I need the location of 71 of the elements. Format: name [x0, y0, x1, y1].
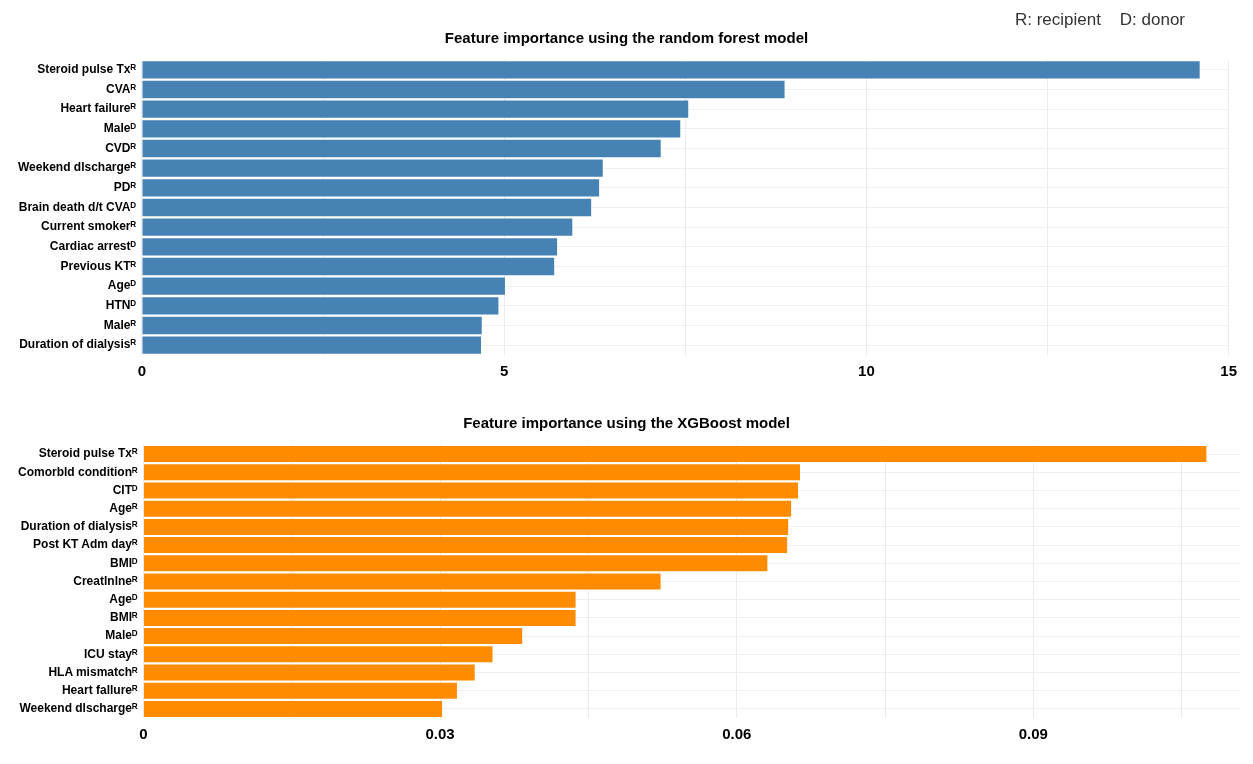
y-tick-label: CITᴰ: [112, 482, 139, 497]
bar: [143, 555, 768, 572]
y-tick-label: CVAᴿ: [106, 81, 137, 96]
bar: [143, 628, 523, 645]
bar: [142, 159, 603, 177]
y-tick-label: Creatlnlneᴿ: [73, 573, 138, 588]
bar: [142, 257, 555, 276]
x-tick-label: 0.03: [425, 725, 455, 743]
y-tick-label: Ageᴿ: [109, 501, 138, 516]
bar: [143, 664, 475, 681]
bar: [142, 277, 505, 295]
y-tick-label: Current smokerᴿ: [41, 219, 137, 234]
bar: [143, 537, 788, 554]
y-tick-label: Weekend dlschargeᴿ: [19, 701, 138, 716]
y-tick-label: ICU stayᴿ: [83, 646, 138, 661]
bar: [143, 500, 792, 517]
bar: [143, 446, 1207, 463]
bar: [142, 297, 499, 315]
bar: [142, 179, 600, 197]
bar: [143, 609, 576, 626]
y-tick-label: Steroid pulse Txᴿ: [37, 62, 137, 77]
bar: [142, 336, 482, 354]
bar: [142, 100, 689, 118]
x-tick-label: 15: [1220, 362, 1237, 380]
y-tick-label: Maleᴿ: [103, 317, 137, 332]
bar: [143, 482, 799, 499]
y-tick-label: Cardiac arrestᴰ: [49, 239, 137, 254]
y-tick-label: Duration of dialysisᴿ: [20, 519, 138, 534]
bar: [143, 518, 789, 535]
x-tick-label: 0: [139, 725, 148, 743]
bar: [142, 80, 785, 99]
bar: [142, 61, 1200, 79]
y-tick-label: Previous KTᴿ: [60, 258, 137, 273]
y-tick-label: HTNᴰ: [105, 298, 137, 313]
bar: [142, 218, 573, 236]
chart-title: Feature importance using the random forest model: [444, 29, 809, 47]
chart-title: Feature importance using the XGBoost model: [463, 414, 790, 432]
bar: [142, 238, 558, 256]
y-tick-label: Duration of dialysisᴿ: [19, 337, 137, 352]
y-tick-label: Heart fallureᴿ: [61, 683, 138, 698]
y-tick-label: Steroid pulse Txᴿ: [38, 446, 138, 461]
bar: [143, 464, 801, 481]
y-tick-label: Heart failureᴿ: [60, 101, 137, 116]
y-tick-label: Maleᴰ: [105, 628, 139, 643]
text: R: recipient D: donor: [1014, 10, 1186, 30]
bar: [142, 139, 661, 158]
y-tick-label: Maleᴰ: [103, 121, 137, 136]
bar: [143, 682, 457, 699]
y-tick-label: PDᴿ: [113, 180, 137, 195]
y-tick-label: Brain death d/t CVAᴰ: [18, 199, 137, 214]
y-tick-label: Post KT Adm dayᴿ: [33, 537, 138, 552]
x-tick-label: 0.09: [1018, 725, 1048, 743]
bar: [142, 120, 681, 138]
y-tick-label: Comorbld conditionᴿ: [17, 464, 138, 479]
bar: [142, 316, 482, 335]
x-tick-label: 10: [858, 362, 875, 380]
bar: [143, 646, 493, 663]
y-tick-label: BMIᴰ: [110, 555, 139, 570]
y-tick-label: HLA mismatchᴿ: [48, 664, 138, 679]
x-tick-label: 0: [137, 362, 147, 380]
bar: [143, 591, 576, 608]
y-tick-label: Ageᴰ: [109, 592, 139, 607]
bar: [143, 573, 661, 590]
x-tick-label: 0.06: [722, 725, 752, 743]
y-tick-label: Weekend dlschargeᴿ: [18, 160, 137, 175]
y-tick-label: CVDᴿ: [105, 140, 137, 155]
bar: [143, 700, 443, 717]
bar: [142, 198, 592, 217]
y-tick-label: BMIᴿ: [109, 610, 138, 625]
x-tick-label: 5: [500, 362, 509, 380]
y-tick-label: Ageᴰ: [107, 278, 137, 293]
